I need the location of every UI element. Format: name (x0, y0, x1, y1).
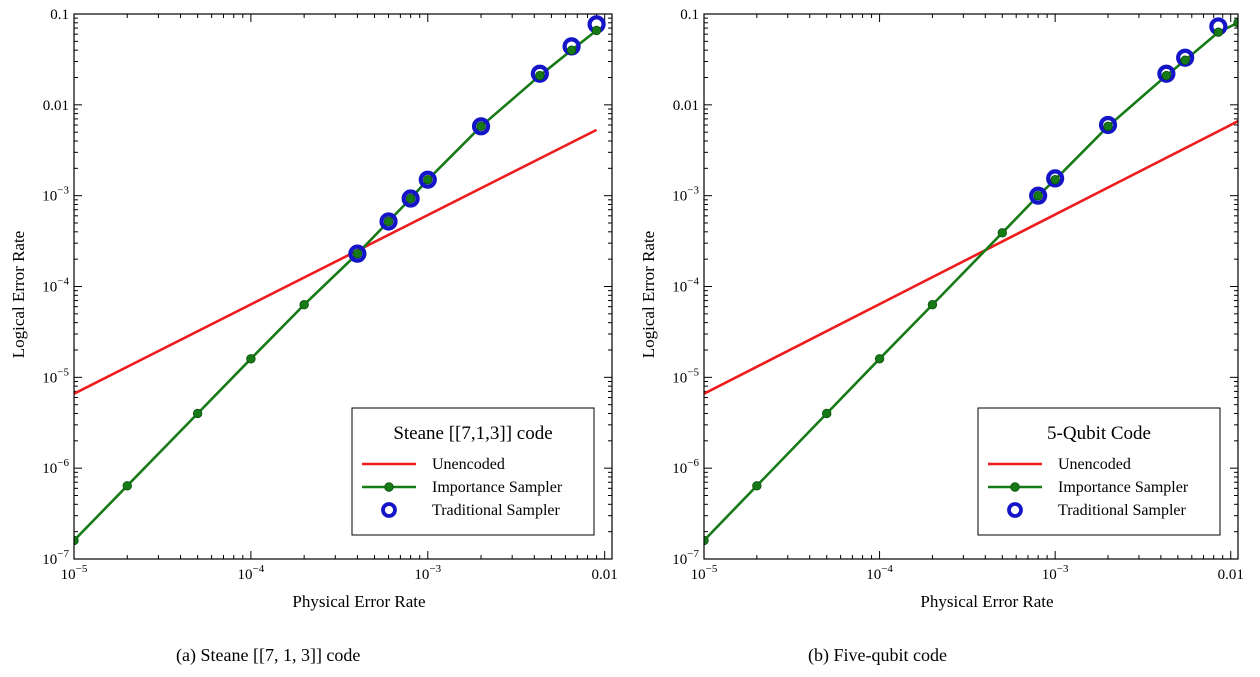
legend-label: Importance Sampler (1058, 479, 1189, 496)
plot-frame (73, 13, 613, 560)
y-tick-label: 0.1 (50, 7, 69, 23)
importance-sampler-point (822, 408, 832, 419)
importance-sampler-point (476, 121, 486, 132)
legend-label: Unencoded (432, 456, 505, 473)
traditional-sampler-point (1046, 169, 1065, 188)
y-tick-label: 10−4 (672, 276, 699, 296)
importance-sampler-point (927, 300, 938, 310)
x-tick-label: 10−3 (414, 563, 441, 583)
importance-sampler-point (1233, 18, 1238, 28)
importance-sampler-point (192, 408, 203, 419)
importance-sampler-point (246, 354, 256, 364)
legend-swatch-ring (1007, 502, 1023, 518)
series-line-unencoded (74, 128, 598, 395)
importance-sampler-point (1103, 121, 1113, 132)
legend-label: Traditional Sampler (1058, 502, 1187, 519)
y-tick-label: 10−7 (672, 548, 699, 568)
y-tick-label: 10−3 (672, 185, 699, 205)
chart-a: 10−5 10−4 10−3 0.01 10−7 10−6 10−5 10−4 10−3 0.01… (9, 7, 618, 611)
plot-area (74, 15, 606, 546)
traditional-sampler-point (348, 244, 367, 263)
plot-area (704, 17, 1238, 546)
traditional-sampler-point (1157, 64, 1176, 83)
caption-a: (a) Steane [[7, 1, 3]] code (176, 645, 361, 665)
importance-sampler-point (122, 481, 132, 491)
legend: Steane [[7,1,3]] code Unencoded Importance… (351, 407, 595, 536)
legend-title: Steane [[7,1,3]] code (393, 423, 552, 444)
x-axis-title: Physical Error Rate (920, 592, 1053, 611)
traditional-sampler-point (471, 117, 491, 136)
y-axis-title: Logical Error Rate (639, 231, 658, 358)
plot-frame (703, 13, 1239, 560)
legend-swatch-marker (384, 482, 394, 492)
x-tick-label: 10−5 (691, 563, 718, 583)
series-line-unencoded (704, 120, 1238, 395)
traditional-sampler-point (401, 189, 420, 208)
x-tick-label: 0.01 (592, 567, 618, 583)
y-tick-label: 10−5 (42, 366, 69, 386)
legend-swatch-marker (1010, 482, 1020, 492)
traditional-sampler-point (530, 64, 549, 83)
x-tick-label: 10−5 (61, 563, 88, 583)
importance-sampler-point (535, 70, 545, 81)
traditional-sampler-point (1098, 115, 1118, 135)
importance-sampler-point (566, 45, 577, 55)
caption-b: (b) Five-qubit code (808, 645, 947, 665)
traditional-sampler-point (1029, 186, 1048, 205)
y-tick-label: 0.1 (680, 7, 699, 23)
importance-sampler-point (591, 25, 602, 36)
y-tick-label: 10−5 (672, 366, 699, 386)
importance-sampler-point (1213, 27, 1224, 37)
legend: 5-Qubit Code Unencoded Importance Sampler T… (977, 407, 1221, 536)
x-tick-label: 10−4 (866, 563, 893, 583)
legend-label: Traditional Sampler (432, 502, 561, 519)
x-tick-label: 10−3 (1042, 563, 1069, 583)
y-tick-label: 10−3 (42, 185, 69, 205)
importance-sampler-point (299, 300, 309, 310)
importance-sampler-point (352, 248, 363, 259)
y-tick-label: 10−6 (42, 457, 69, 477)
y-tick-label: 10−4 (42, 276, 69, 296)
importance-sampler-point (74, 535, 79, 546)
importance-sampler-point (405, 193, 416, 204)
importance-sampler-point (874, 354, 885, 364)
x-axis-title: Physical Error Rate (292, 592, 425, 611)
y-axis-title: Logical Error Rate (9, 231, 28, 358)
importance-sampler-point (997, 228, 1008, 238)
y-tick-label: 10−6 (672, 457, 699, 477)
importance-sampler-point (752, 481, 762, 491)
legend-title: 5-Qubit Code (1047, 423, 1151, 444)
importance-sampler-point (1161, 70, 1172, 81)
x-tick-label: 0.01 (1218, 567, 1244, 583)
chart-b: 10−5 10−4 10−3 0.01 10−7 10−6 10−5 10−4 10−3 0.01… (639, 7, 1244, 611)
legend-label: Importance Sampler (432, 479, 563, 496)
x-tick-label: 10−4 (238, 563, 265, 583)
importance-sampler-point (1050, 174, 1060, 185)
traditional-sampler-point (379, 212, 398, 231)
y-tick-label: 10−7 (42, 548, 69, 568)
importance-sampler-point (1033, 190, 1043, 201)
importance-sampler-point (1180, 55, 1190, 65)
importance-sampler-point (383, 216, 394, 227)
importance-sampler-point (704, 535, 709, 546)
traditional-sampler-point (418, 170, 437, 189)
y-tick-label: 0.01 (43, 98, 69, 114)
legend-swatch-ring (381, 502, 397, 518)
y-tick-label: 0.01 (673, 98, 699, 114)
legend-label: Unencoded (1058, 456, 1131, 473)
importance-sampler-point (423, 174, 433, 185)
